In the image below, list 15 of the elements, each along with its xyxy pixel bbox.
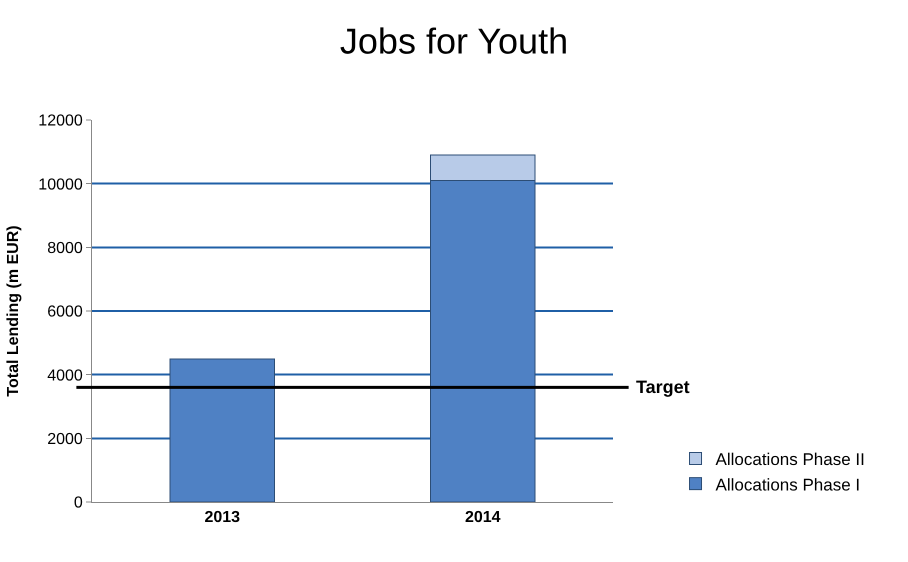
y-tick-label: 4000 [47, 367, 83, 384]
y-tick-label: 0 [74, 494, 83, 512]
ref-line-label: Target [636, 377, 690, 397]
legend-label: Allocations Phase II [716, 450, 865, 470]
x-tick-label: 2014 [464, 509, 501, 526]
y-tick-label: 6000 [47, 304, 83, 321]
y-tick-label: 10000 [38, 176, 83, 194]
y-tick-label: 12000 [38, 112, 83, 130]
chart-title: Jobs for Youth [340, 20, 568, 62]
y-axis-title: Total Lending (m EUR) [5, 225, 22, 397]
y-tick-label: 8000 [47, 240, 83, 257]
legend-label: Allocations Phase I [716, 475, 860, 494]
bar [170, 358, 275, 502]
y-tick-label: 2000 [47, 430, 83, 448]
x-tick-label: 2013 [204, 509, 240, 526]
